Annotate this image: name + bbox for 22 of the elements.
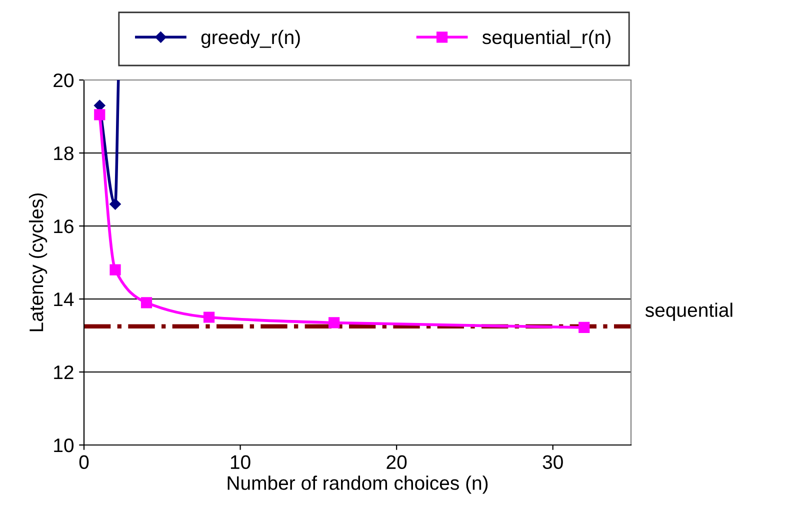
y-tick-label: 18 (54, 146, 74, 160)
x-tick-label: 10 (230, 455, 250, 470)
point (578, 322, 590, 334)
point (140, 297, 152, 308)
legend-label: sequential_r(n) (482, 30, 610, 48)
x-tick-label: 20 (386, 455, 407, 470)
y-tick-label: 10 (54, 438, 74, 452)
point (110, 198, 121, 210)
x-axis-title: Number of random choices (n) (228, 476, 488, 494)
y-tick-label: 14 (54, 292, 74, 306)
y-tick-label: 20 (54, 73, 74, 88)
point (203, 312, 215, 323)
point (110, 264, 121, 276)
y-axis-title: Latency (cycles) (28, 193, 48, 332)
point (94, 109, 106, 120)
x-tick-label: 0 (79, 455, 89, 470)
y-tick-label: 16 (54, 219, 74, 234)
ref-line-label: sequential (645, 302, 732, 321)
y-tick-label: 12 (54, 365, 74, 380)
legend-label: greedy_r(n) (201, 30, 300, 48)
point (328, 317, 340, 328)
x-tick-label: 30 (542, 455, 563, 470)
